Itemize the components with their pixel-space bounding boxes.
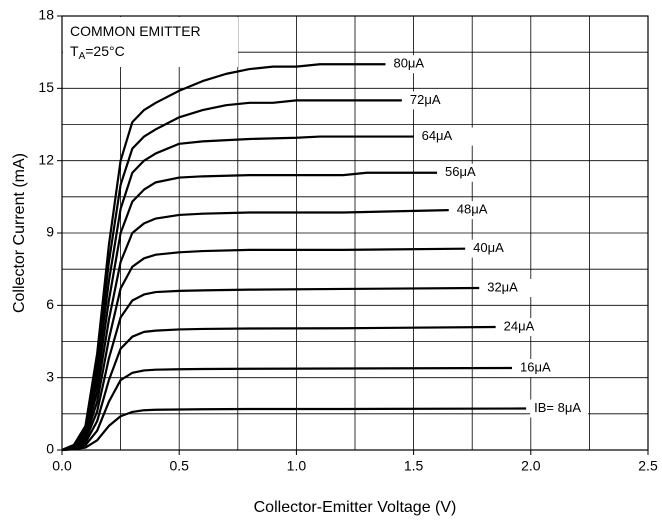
curve: [61, 325, 496, 452]
series-label-bg: [499, 318, 558, 337]
series-label: 72μA: [410, 92, 441, 107]
x-tick-label: 2.0: [521, 458, 541, 474]
x-axis-title: Collector-Emitter Voltage (V): [254, 499, 457, 516]
annotation-part: =25°C: [85, 43, 124, 59]
annotation-part: T: [70, 43, 79, 59]
y-tick-label: 0: [46, 441, 54, 457]
y-tick-label: 18: [38, 7, 54, 23]
series-label: 32μA: [487, 279, 518, 294]
curve: [61, 99, 402, 452]
annotation-part: COMMON EMITTER: [70, 23, 201, 39]
annotation-box: [63, 17, 238, 67]
series-label: 56μA: [445, 164, 476, 179]
curve: [61, 407, 527, 452]
series-label-bg: [530, 399, 589, 418]
x-tick-label: 0.0: [52, 458, 72, 474]
series-label: 24μA: [504, 318, 535, 333]
curve: [61, 63, 386, 452]
y-tick-label: 9: [46, 224, 54, 240]
x-tick-label: 1.0: [287, 458, 307, 474]
annotation: COMMON EMITTER: [70, 23, 201, 39]
series-label: 80μA: [393, 56, 424, 71]
x-tick-label: 1.5: [404, 458, 424, 474]
series-label-bg: [417, 127, 476, 146]
y-tick-label: 12: [38, 151, 54, 167]
series-label: 40μA: [473, 240, 504, 255]
series-label: 48μA: [457, 202, 488, 217]
annotation-part: A: [79, 51, 86, 62]
series-label-bg: [441, 163, 500, 182]
curve: [61, 171, 438, 452]
curve: [61, 208, 449, 452]
series-label-bg: [452, 201, 511, 220]
series-label-bg: [389, 55, 448, 74]
series-label-bg: [516, 359, 575, 378]
y-tick-label: 3: [46, 368, 54, 384]
curve: [61, 366, 513, 452]
x-tick-label: 2.5: [638, 458, 658, 474]
series-label-bg: [483, 278, 542, 297]
curve: [61, 286, 480, 452]
series-label: 64μA: [422, 128, 453, 143]
curve: [61, 247, 466, 452]
y-axis-title: Collector Current (mA): [11, 153, 28, 313]
series-label-bg: [405, 91, 464, 110]
x-tick-label: 0.5: [169, 458, 189, 474]
annotation: TA=25°C: [70, 43, 125, 62]
series-label: 16μA: [520, 359, 551, 374]
series-label-bg: [469, 239, 528, 258]
series-label: IB= 8μA: [534, 400, 581, 415]
y-tick-label: 15: [38, 79, 54, 95]
y-tick-label: 6: [46, 296, 54, 312]
